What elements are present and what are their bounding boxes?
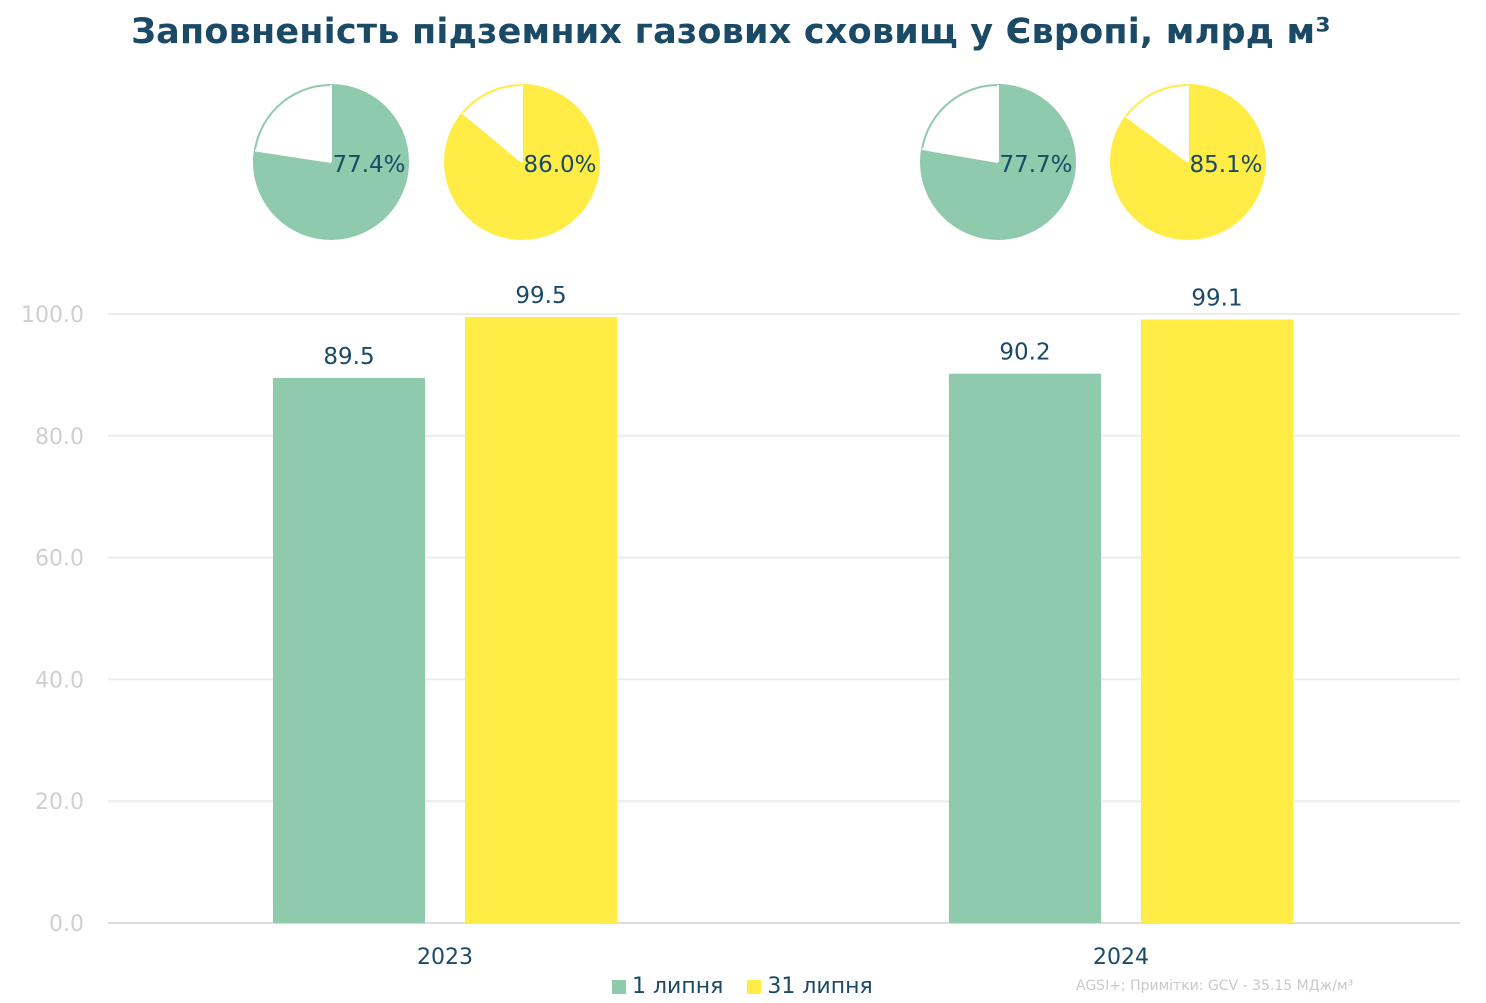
y-tick-label: 60.0 [35,547,84,572]
pie-slice [920,84,1076,240]
pie-divider [462,112,523,163]
y-tick-label: 80.0 [35,425,84,450]
pie-divider [254,149,332,163]
pie-divider [1125,115,1189,163]
y-tick-label: 0.0 [49,912,84,937]
bar-data-labels: 89.5 99.5 90.2 99.1 [323,283,1242,370]
legend-item-1: 1 липня [612,974,723,999]
pie-chart: 85.1% [1110,84,1266,240]
y-tick-label: 20.0 [35,790,84,815]
bars [273,317,1293,924]
y-axis: 0.0 20.0 40.0 60.0 80.0 100.0 [21,303,84,937]
bar-data-label: 99.1 [1191,285,1242,311]
y-tick-label: 100.0 [21,303,84,328]
pie-chart: 77.4% [253,84,409,240]
bar-data-label: 89.5 [323,344,374,370]
legend-item-2: 31 липня [747,974,873,999]
chart-title: Заповненість підземних газових сховищ у … [131,12,1331,52]
bar [1141,319,1293,924]
legend-label-2: 31 липня [767,974,873,999]
bar-data-label: 90.2 [999,340,1050,366]
x-axis: 2023 2024 [417,945,1149,970]
legend-swatch-1 [612,979,626,994]
legend: 1 липня 31 липня [612,974,897,999]
pie-charts: 77.4% 86.0% 77.7% 85.1% [253,84,1266,240]
bar [465,317,617,923]
source-note: AGSI+; Примітки: GCV - 35.15 МДж/м³ [1076,978,1354,994]
pie-label: 77.7% [999,152,1072,178]
x-tick-label: 2023 [417,945,473,970]
bar-data-label: 99.5 [515,283,566,309]
pie-label: 77.4% [332,152,405,178]
legend-label-1: 1 липня [632,974,724,999]
pie-chart: 86.0% [444,84,600,240]
legend-swatch-2 [747,979,762,994]
pie-label: 86.0% [523,152,596,178]
pie-divider [921,148,999,163]
pie-chart: 77.7% [920,84,1076,240]
pie-label: 85.1% [1189,152,1262,178]
bar [273,377,425,923]
pie-slice [1110,84,1266,240]
x-tick-label: 2024 [1093,945,1149,970]
bar [949,373,1101,923]
y-tick-label: 40.0 [35,668,84,693]
